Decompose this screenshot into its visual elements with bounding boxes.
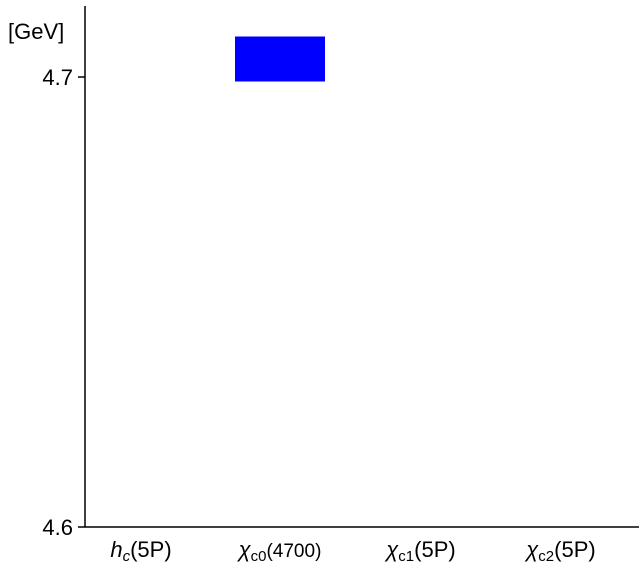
x-category-label: χc1(5P): [384, 537, 455, 562]
x-category-labels: hc(5P) χc0(4700) χc1(5P) χc2(5P): [110, 537, 595, 562]
y-tick-label: 4.6: [42, 515, 73, 540]
y-axis-unit-label: [GeV]: [8, 19, 64, 44]
levels: [235, 36, 325, 82]
x-category-label: χc2(5P): [524, 537, 595, 562]
y-ticks: 4.64.74.84.95.0: [42, 65, 85, 540]
y-tick-label: 4.7: [42, 65, 73, 90]
x-category-label: χc0(4700): [237, 537, 322, 562]
axes: [84, 6, 639, 528]
experimental-level-bar: [235, 36, 325, 82]
x-category-label: hc(5P): [110, 537, 171, 562]
